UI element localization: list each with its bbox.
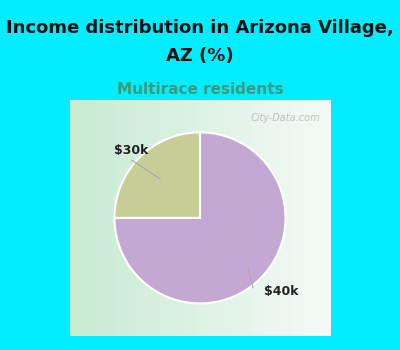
- Text: City-Data.com: City-Data.com: [250, 113, 320, 124]
- Text: Income distribution in Arizona Village,: Income distribution in Arizona Village,: [6, 19, 394, 37]
- Text: $40k: $40k: [264, 285, 298, 298]
- Text: $30k: $30k: [114, 144, 149, 158]
- Wedge shape: [114, 132, 286, 303]
- Text: AZ (%): AZ (%): [166, 47, 234, 65]
- Wedge shape: [114, 132, 200, 218]
- Text: Multirace residents: Multirace residents: [117, 82, 283, 97]
